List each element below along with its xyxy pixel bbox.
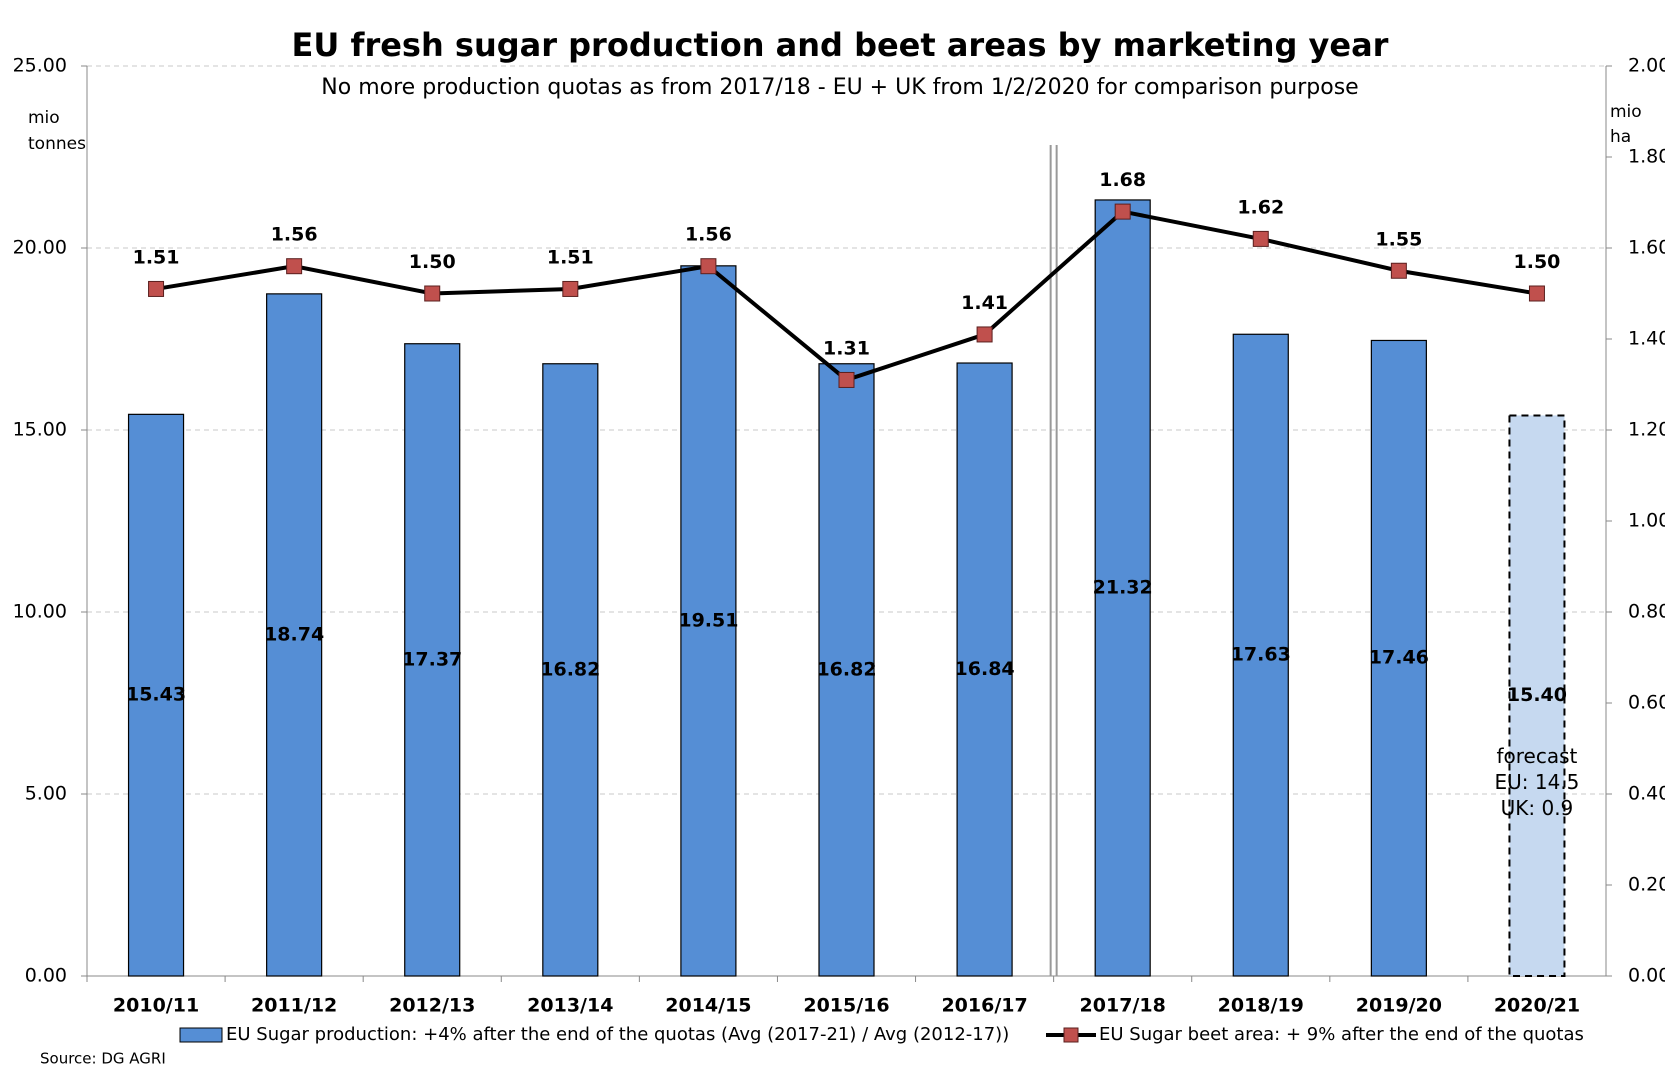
y-tick-label: 20.00 xyxy=(13,237,67,259)
annotation: forecast xyxy=(1497,744,1578,768)
x-tick-label: 2016/17 xyxy=(941,995,1027,1017)
bar-value-label: 17.37 xyxy=(402,648,462,670)
y2-tick-label: 0.20 xyxy=(1628,874,1665,896)
bar-value-label: 17.63 xyxy=(1231,644,1291,666)
y2-axis-label: ha xyxy=(1610,127,1631,147)
y-axis-label: tonnes xyxy=(28,134,86,154)
line-marker xyxy=(148,280,165,297)
line-value-label: 1.50 xyxy=(409,251,456,273)
bar xyxy=(680,265,737,977)
line-value-label: 1.62 xyxy=(1237,196,1284,218)
bar xyxy=(266,293,323,977)
y2-tick-label: 1.00 xyxy=(1628,510,1665,532)
x-tick-label: 2010/11 xyxy=(113,995,199,1017)
y2-axis-label: mio xyxy=(1610,102,1642,122)
annotation: UK: 0.9 xyxy=(1501,796,1574,820)
line-marker xyxy=(700,258,717,275)
line-marker xyxy=(1390,262,1407,279)
chart-subtitle: No more production quotas as from 2017/1… xyxy=(321,75,1358,100)
line-marker xyxy=(1114,203,1131,220)
bar-value-label: 17.46 xyxy=(1369,647,1429,669)
x-tick-label: 2014/15 xyxy=(665,995,751,1017)
bar-value-label: 21.32 xyxy=(1093,576,1153,598)
legend-label: EU Sugar beet area: + 9% after the end o… xyxy=(1099,1024,1584,1045)
x-tick-label: 2015/16 xyxy=(803,995,889,1017)
y2-tick-label: 0.60 xyxy=(1628,692,1665,714)
bar xyxy=(818,363,875,977)
bar xyxy=(1370,339,1427,977)
legend-swatch xyxy=(1063,1027,1079,1043)
bar-value-label: 15.40 xyxy=(1507,684,1567,706)
x-tick-label: 2013/14 xyxy=(527,995,613,1017)
y2-tick-label: 1.40 xyxy=(1628,328,1665,350)
line-value-label: 1.51 xyxy=(133,246,180,268)
bar xyxy=(404,343,461,977)
bar-value-label: 16.82 xyxy=(540,658,600,680)
line-value-label: 1.50 xyxy=(1514,251,1561,273)
line-value-label: 1.41 xyxy=(961,292,1008,314)
y2-tick-label: 0.80 xyxy=(1628,601,1665,623)
y-tick-label: 25.00 xyxy=(13,55,67,77)
bar xyxy=(956,362,1013,977)
annotation: EU: 14.5 xyxy=(1495,770,1580,794)
y2-tick-label: 0.00 xyxy=(1628,965,1665,987)
x-tick-label: 2020/21 xyxy=(1494,995,1580,1017)
x-tick-label: 2011/12 xyxy=(251,995,337,1017)
legend-label: EU Sugar production: +4% after the end o… xyxy=(226,1024,1009,1045)
bar-value-label: 16.84 xyxy=(955,658,1015,680)
line-marker xyxy=(1252,230,1269,247)
bar xyxy=(1508,414,1566,977)
chart-title: EU fresh sugar production and beet areas… xyxy=(292,26,1389,64)
bar xyxy=(542,363,599,977)
y-axis-label: mio xyxy=(28,108,60,128)
line-value-label: 1.51 xyxy=(547,246,594,268)
line-marker xyxy=(976,326,993,343)
source-note: Source: DG AGRI xyxy=(40,1050,166,1068)
line-value-label: 1.56 xyxy=(685,224,732,246)
y-tick-label: 5.00 xyxy=(25,783,67,805)
y2-tick-label: 1.60 xyxy=(1628,237,1665,259)
line-value-label: 1.56 xyxy=(271,224,318,246)
x-tick-label: 2017/18 xyxy=(1080,995,1166,1017)
line-marker xyxy=(286,258,303,275)
y-tick-label: 10.00 xyxy=(13,601,67,623)
bar xyxy=(1232,333,1289,977)
line-marker xyxy=(1528,285,1545,302)
bar-value-label: 16.82 xyxy=(816,658,876,680)
y-tick-label: 15.00 xyxy=(13,419,67,441)
line-value-label: 1.31 xyxy=(823,337,870,359)
y-tick-label: 0.00 xyxy=(25,965,67,987)
bar xyxy=(127,413,185,977)
y2-tick-label: 2.00 xyxy=(1628,55,1665,77)
bar-value-label: 15.43 xyxy=(126,684,186,706)
x-tick-label: 2019/20 xyxy=(1356,995,1442,1017)
line-value-label: 1.68 xyxy=(1099,169,1146,191)
legend-swatch xyxy=(179,1027,223,1043)
bar-value-label: 19.51 xyxy=(678,609,738,631)
y2-tick-label: 1.80 xyxy=(1628,146,1665,168)
line-value-label: 1.55 xyxy=(1375,228,1422,250)
line-marker xyxy=(838,371,855,388)
x-tick-label: 2012/13 xyxy=(389,995,475,1017)
line-marker xyxy=(424,285,441,302)
y2-tick-label: 0.40 xyxy=(1628,783,1665,805)
line-marker xyxy=(562,280,579,297)
bar-value-label: 18.74 xyxy=(264,623,324,645)
bar xyxy=(1094,199,1151,977)
y2-tick-label: 1.20 xyxy=(1628,419,1665,441)
x-tick-label: 2018/19 xyxy=(1218,995,1304,1017)
